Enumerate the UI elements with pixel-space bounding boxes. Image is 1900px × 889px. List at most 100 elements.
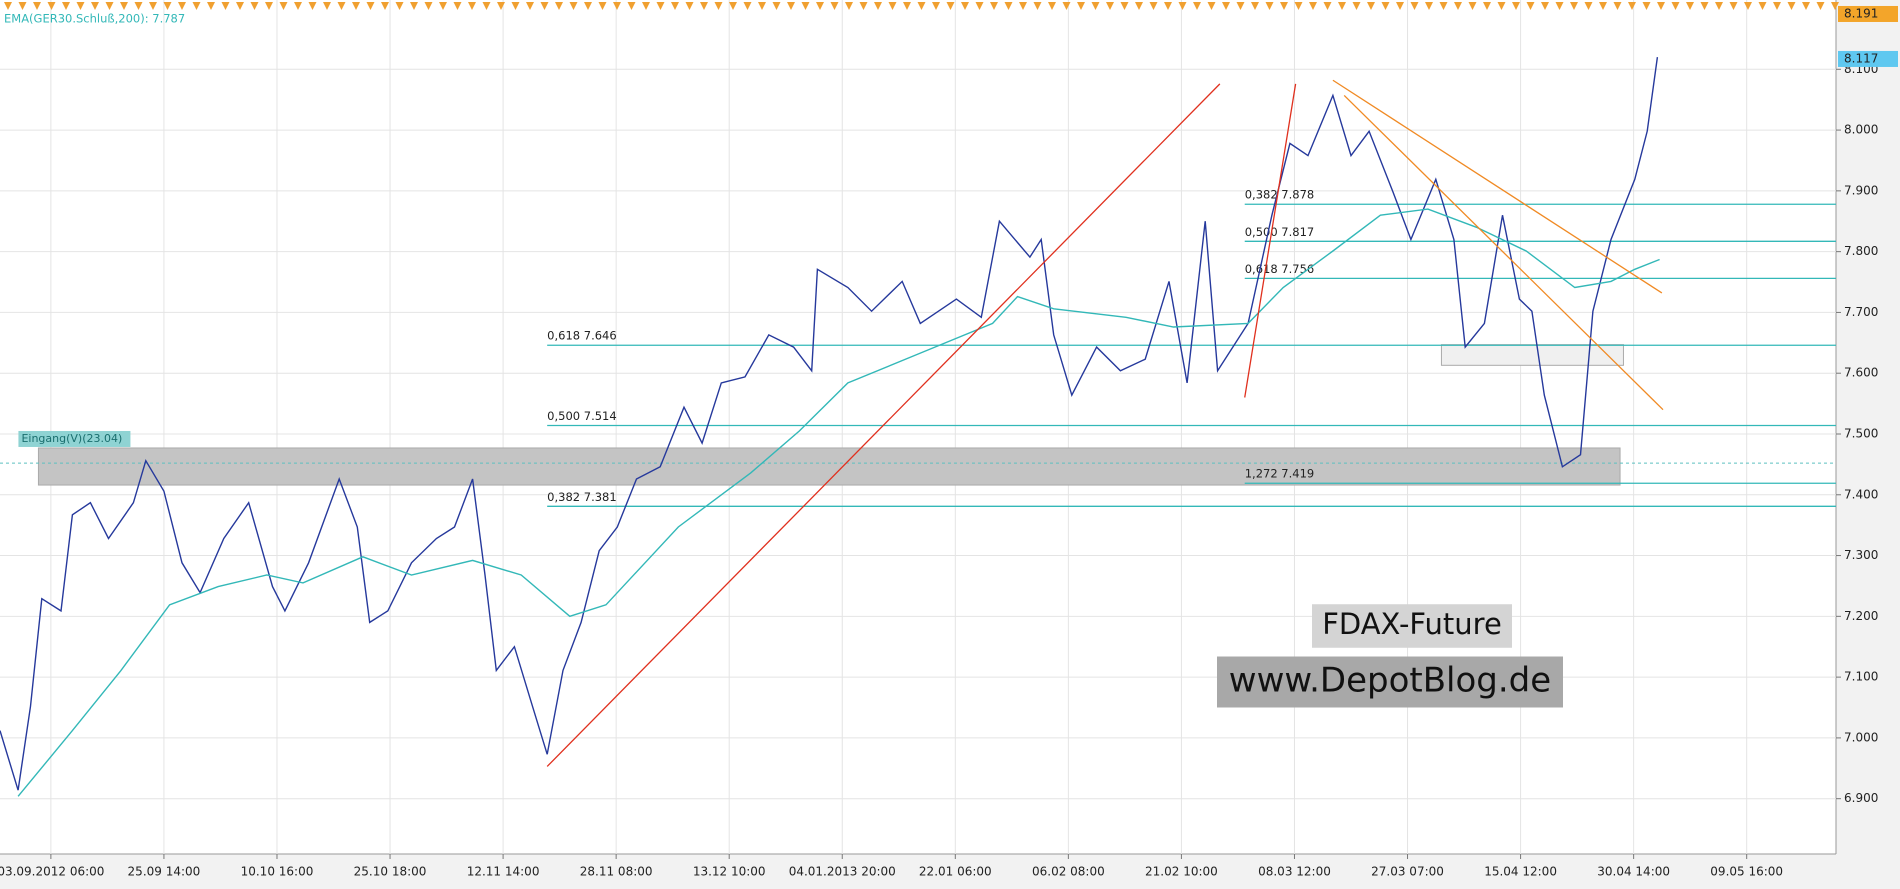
legend-entry: EMA(GER30.Schluß,200): 7.787 <box>4 12 185 26</box>
event-marker <box>526 2 534 10</box>
event-marker <box>352 2 360 10</box>
event-marker <box>946 2 955 10</box>
y-tick-label: 7.200 <box>1844 609 1878 623</box>
event-marker <box>932 2 940 10</box>
event-marker <box>1323 2 1332 10</box>
event-marker <box>1033 2 1042 10</box>
x-axis-panel <box>0 854 1900 889</box>
event-marker <box>1555 2 1564 10</box>
event-marker <box>192 2 201 10</box>
event-marker <box>395 2 404 10</box>
event-marker <box>772 2 781 10</box>
x-tick-label: 03.09.2012 06:00 <box>0 865 104 879</box>
event-marker <box>1135 2 1143 10</box>
series-line <box>17 208 1660 797</box>
event-marker <box>729 2 737 10</box>
event-marker <box>1729 2 1738 10</box>
event-marker <box>1425 2 1433 10</box>
event-marker <box>482 2 491 10</box>
y-tick-label: 7.500 <box>1844 426 1878 440</box>
event-marker <box>990 2 998 10</box>
trendline <box>1332 79 1663 294</box>
event-marker <box>120 2 128 10</box>
event-marker <box>134 2 143 10</box>
fib-label: 0,382 7.381 <box>547 490 617 504</box>
event-marker <box>453 2 462 10</box>
y-axis-panel <box>1836 0 1900 889</box>
event-marker <box>1280 2 1288 10</box>
event-marker <box>178 2 186 10</box>
event-marker <box>265 2 273 10</box>
x-tick-label: 25.09 14:00 <box>128 865 201 879</box>
x-tick-label: 10.10 16:00 <box>241 865 314 879</box>
x-tick-label: 12.11 14:00 <box>467 865 540 879</box>
event-marker <box>497 2 505 10</box>
event-marker <box>1004 2 1013 10</box>
event-marker <box>714 2 723 10</box>
event-marker <box>323 2 331 10</box>
event-marker <box>1352 2 1361 10</box>
event-marker <box>221 2 230 10</box>
event-marker <box>685 2 694 10</box>
event-marker <box>975 2 984 10</box>
event-marker <box>1657 2 1665 10</box>
event-marker <box>1091 2 1100 10</box>
x-tick-label: 25.10 18:00 <box>354 865 427 879</box>
event-marker <box>1251 2 1259 10</box>
event-marker <box>1454 2 1462 10</box>
event-marker <box>337 2 346 10</box>
event-marker <box>1671 2 1680 10</box>
fib-label: 0,382 7.878 <box>1245 188 1315 202</box>
x-tick-label: 15.04 12:00 <box>1484 865 1557 879</box>
event-marker <box>700 2 708 10</box>
event-marker <box>961 2 969 10</box>
event-marker <box>1613 2 1622 10</box>
event-marker <box>1120 2 1129 10</box>
x-tick-label: 30.04 14:00 <box>1597 865 1670 879</box>
x-tick-label: 06.02 08:00 <box>1032 865 1105 879</box>
event-marker <box>1686 2 1694 10</box>
event-marker <box>1512 2 1520 10</box>
event-marker <box>903 2 911 10</box>
event-marker <box>91 2 99 10</box>
event-marker <box>845 2 853 10</box>
event-marker <box>627 2 636 10</box>
event-marker <box>1468 2 1477 10</box>
event-marker <box>1193 2 1201 10</box>
event-marker <box>569 2 578 10</box>
event-marker <box>1367 2 1375 10</box>
trendline <box>1244 83 1297 398</box>
fib-label: 0,618 7.646 <box>547 329 617 343</box>
y-tick-label: 7.400 <box>1844 487 1878 501</box>
event-marker <box>1164 2 1172 10</box>
event-marker <box>424 2 433 10</box>
zone <box>37 447 1621 486</box>
event-marker <box>830 2 839 10</box>
event-marker <box>381 2 389 10</box>
event-marker <box>1048 2 1056 10</box>
event-marker <box>787 2 795 10</box>
event-marker <box>555 2 563 10</box>
x-tick-label: 04.01.2013 20:00 <box>789 865 896 879</box>
event-marker <box>540 2 549 10</box>
event-marker <box>1642 2 1651 10</box>
event-marker <box>1773 2 1781 10</box>
event-marker <box>279 2 288 10</box>
event-marker <box>1265 2 1274 10</box>
x-tick-label: 22.01 06:00 <box>919 865 992 879</box>
event-marker <box>1541 2 1549 10</box>
price-marker <box>1838 5 1898 22</box>
event-marker <box>1062 2 1071 10</box>
event-marker <box>62 2 70 10</box>
x-tick-label: 21.02 10:00 <box>1145 865 1218 879</box>
event-marker <box>1802 2 1810 10</box>
event-marker <box>1381 2 1390 10</box>
event-marker <box>613 2 621 10</box>
y-tick-label: 7.100 <box>1844 670 1878 684</box>
x-tick-label: 08.03 12:00 <box>1258 865 1331 879</box>
fib-label: 0,618 7.756 <box>1245 262 1315 276</box>
event-marker <box>1294 2 1303 10</box>
event-marker <box>598 2 607 10</box>
x-tick-label: 13.12 10:00 <box>693 865 766 879</box>
